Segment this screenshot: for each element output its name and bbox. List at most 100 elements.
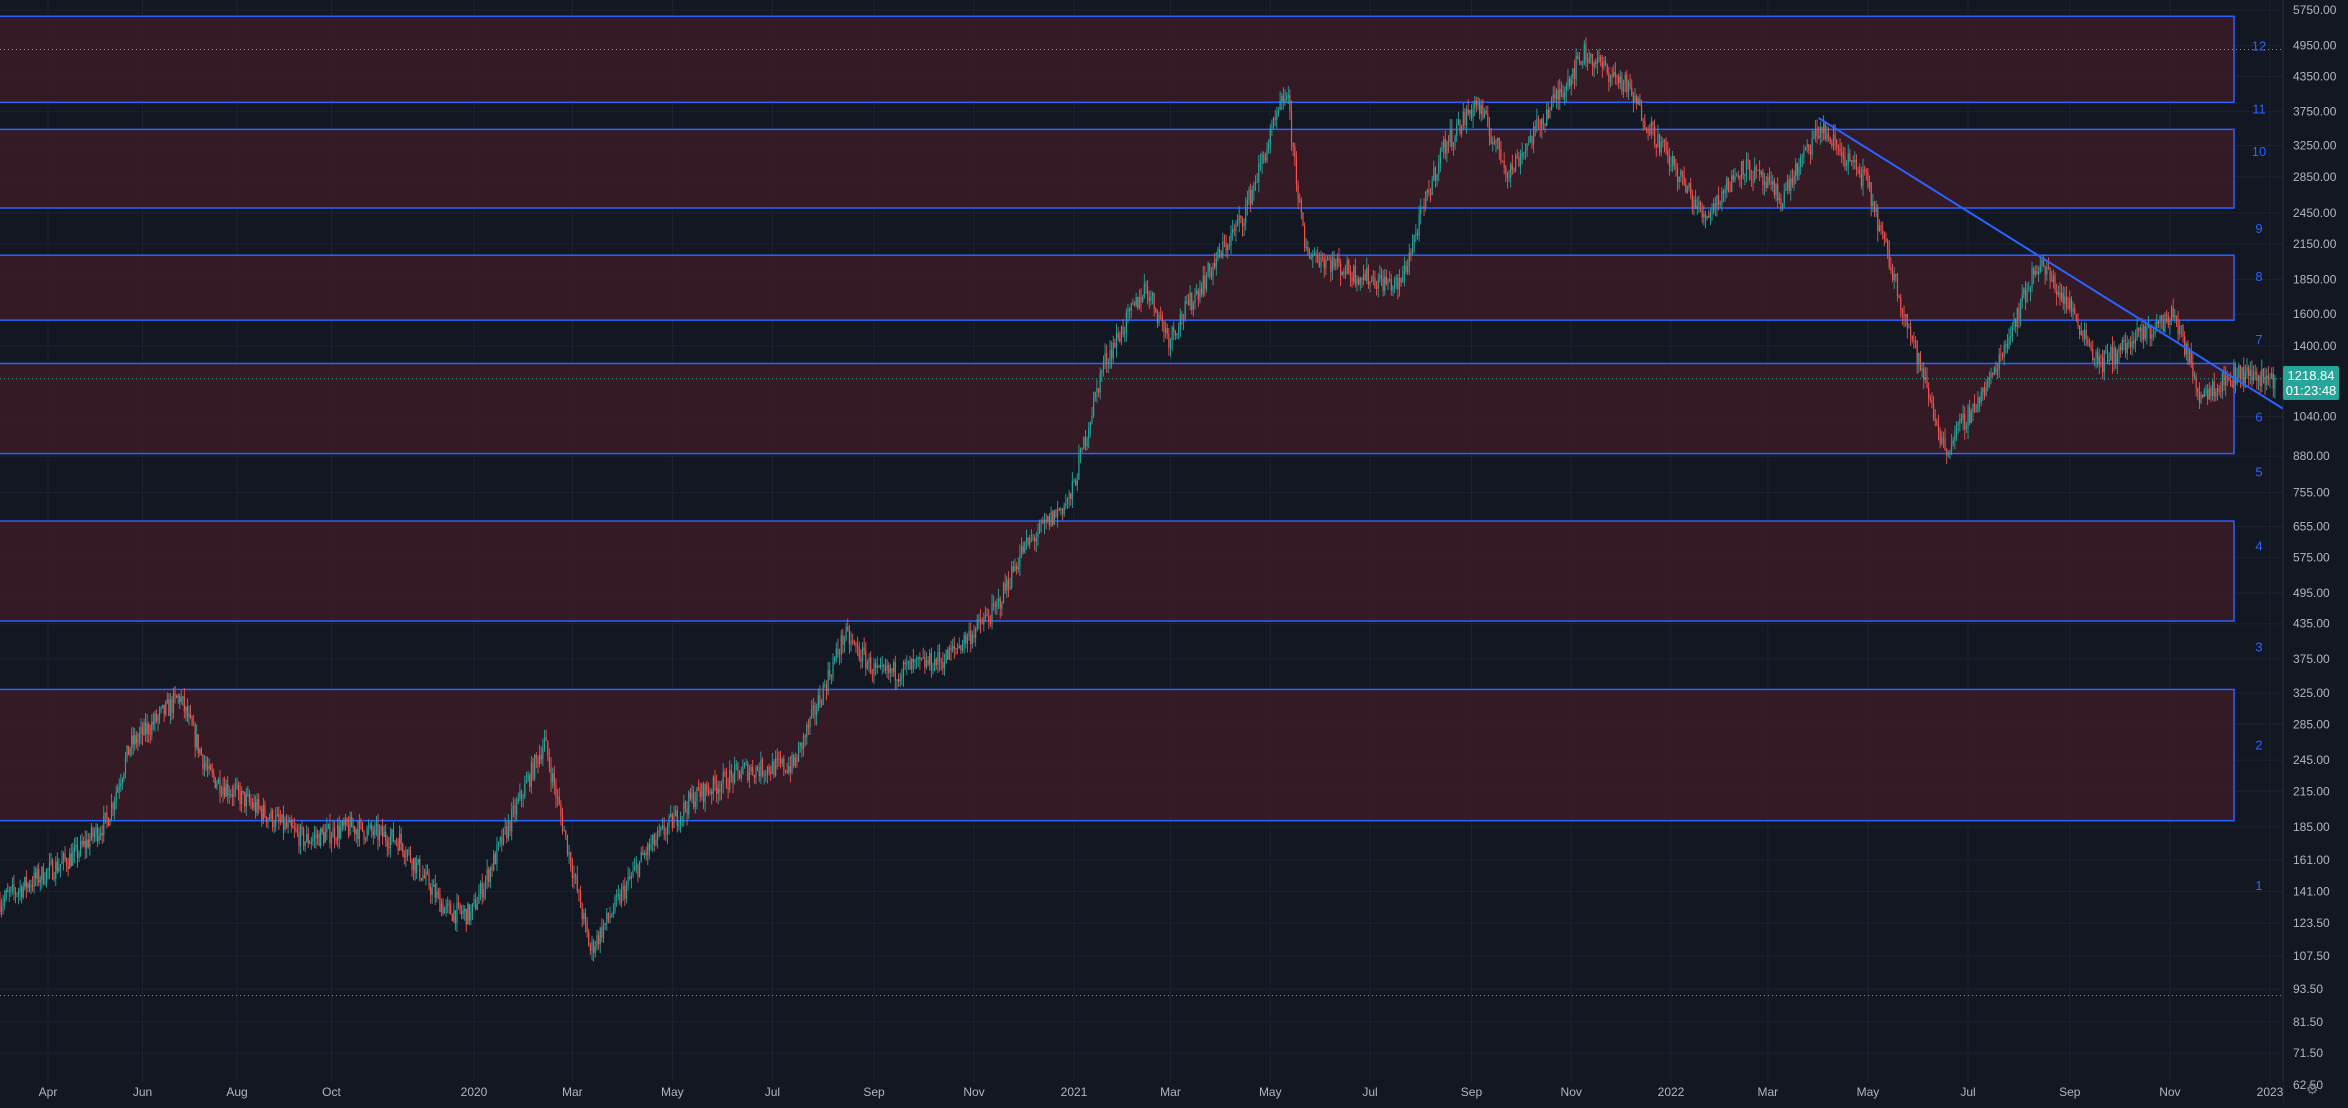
candle xyxy=(860,649,862,670)
candle xyxy=(165,700,167,717)
price-tick-label: 2150.00 xyxy=(2293,237,2337,251)
candle xyxy=(732,772,734,794)
candle xyxy=(1600,54,1602,67)
price-axis[interactable]: 5750.00 4950.00 4350.00 3750.00 3250.00 2850.… xyxy=(2282,0,2348,1103)
price-zone[interactable] xyxy=(0,688,2235,822)
candle xyxy=(855,641,857,653)
candle xyxy=(1634,88,1636,104)
candle xyxy=(538,744,541,768)
time-axis[interactable]: Apr Jun Aug Oct 2020 Mar May Jul Sep Nov 2021 Mar Ma… xyxy=(0,1082,2284,1103)
candle xyxy=(363,830,365,845)
candle xyxy=(73,838,75,863)
candle xyxy=(2262,368,2265,384)
candle xyxy=(938,643,941,672)
candle xyxy=(507,814,510,842)
candle xyxy=(143,718,145,736)
candle xyxy=(239,782,241,812)
candle xyxy=(2210,385,2212,403)
candle xyxy=(2143,323,2145,349)
candle xyxy=(942,652,944,675)
candle xyxy=(883,663,885,673)
candle xyxy=(1145,280,1147,294)
candle xyxy=(279,810,281,826)
candle xyxy=(842,628,844,654)
candle xyxy=(114,796,116,820)
candle xyxy=(896,679,898,691)
candle xyxy=(2157,320,2160,329)
candle xyxy=(2047,257,2050,270)
candle xyxy=(1801,153,1803,168)
candle xyxy=(1099,367,1101,400)
candle xyxy=(400,827,402,851)
candle xyxy=(1965,421,1967,434)
candle xyxy=(4,889,6,910)
candle xyxy=(765,769,767,783)
candle xyxy=(2254,364,2256,381)
candle xyxy=(606,907,608,931)
candle xyxy=(1127,304,1129,324)
trendline-layer[interactable] xyxy=(1818,117,2286,411)
candle xyxy=(1475,96,1477,113)
candle xyxy=(236,777,238,790)
candle xyxy=(1992,372,1994,378)
candle xyxy=(753,774,755,784)
candle xyxy=(1047,515,1049,524)
candle xyxy=(589,942,591,955)
price-zone[interactable] xyxy=(0,254,2235,321)
candle xyxy=(622,880,624,901)
price-zone[interactable] xyxy=(0,520,2235,622)
price-tick-label: 285.00 xyxy=(2293,717,2330,731)
time-tick-label: 2023 xyxy=(2257,1085,2284,1099)
candle xyxy=(1987,376,1989,392)
candle xyxy=(2100,354,2102,368)
candle xyxy=(1479,98,1481,120)
candle xyxy=(1536,108,1538,133)
candle xyxy=(1289,89,1291,120)
candle xyxy=(66,857,68,873)
candle xyxy=(171,695,173,721)
candle xyxy=(2016,306,2018,337)
candle xyxy=(1461,124,1463,138)
candle xyxy=(961,639,964,654)
candle xyxy=(781,757,783,767)
candle xyxy=(1836,138,1838,156)
candle xyxy=(616,889,618,907)
candle xyxy=(2220,381,2222,398)
candle xyxy=(1245,197,1247,231)
candle xyxy=(2011,322,2013,343)
price-zone[interactable] xyxy=(0,362,2235,455)
candle xyxy=(1364,269,1366,281)
price-zone[interactable] xyxy=(0,15,2235,104)
trendline[interactable] xyxy=(1818,117,2286,411)
candle xyxy=(1524,143,1527,160)
candle xyxy=(1559,78,1561,110)
candle xyxy=(1299,193,1301,204)
candle xyxy=(652,833,654,853)
candle xyxy=(315,826,317,849)
candle xyxy=(1680,168,1682,183)
candle xyxy=(2039,255,2041,274)
candle xyxy=(2136,318,2138,341)
candle xyxy=(2015,317,2017,333)
candle xyxy=(1510,162,1512,188)
gear-icon[interactable]: ⚙ xyxy=(2306,1081,2319,1097)
candle xyxy=(1541,117,1543,139)
candle xyxy=(1906,313,1908,339)
candle xyxy=(197,734,199,758)
candle xyxy=(1821,126,1823,143)
candle xyxy=(1333,250,1335,270)
candle xyxy=(145,713,147,742)
candle xyxy=(1078,444,1080,481)
candle xyxy=(2223,365,2225,391)
candle xyxy=(1622,79,1625,98)
candle xyxy=(2216,383,2219,401)
candle xyxy=(814,701,816,726)
candle xyxy=(1066,497,1069,509)
candle xyxy=(858,641,860,662)
candle xyxy=(1737,171,1739,180)
candle xyxy=(757,764,759,772)
candle xyxy=(75,836,77,852)
candle xyxy=(1295,151,1298,192)
